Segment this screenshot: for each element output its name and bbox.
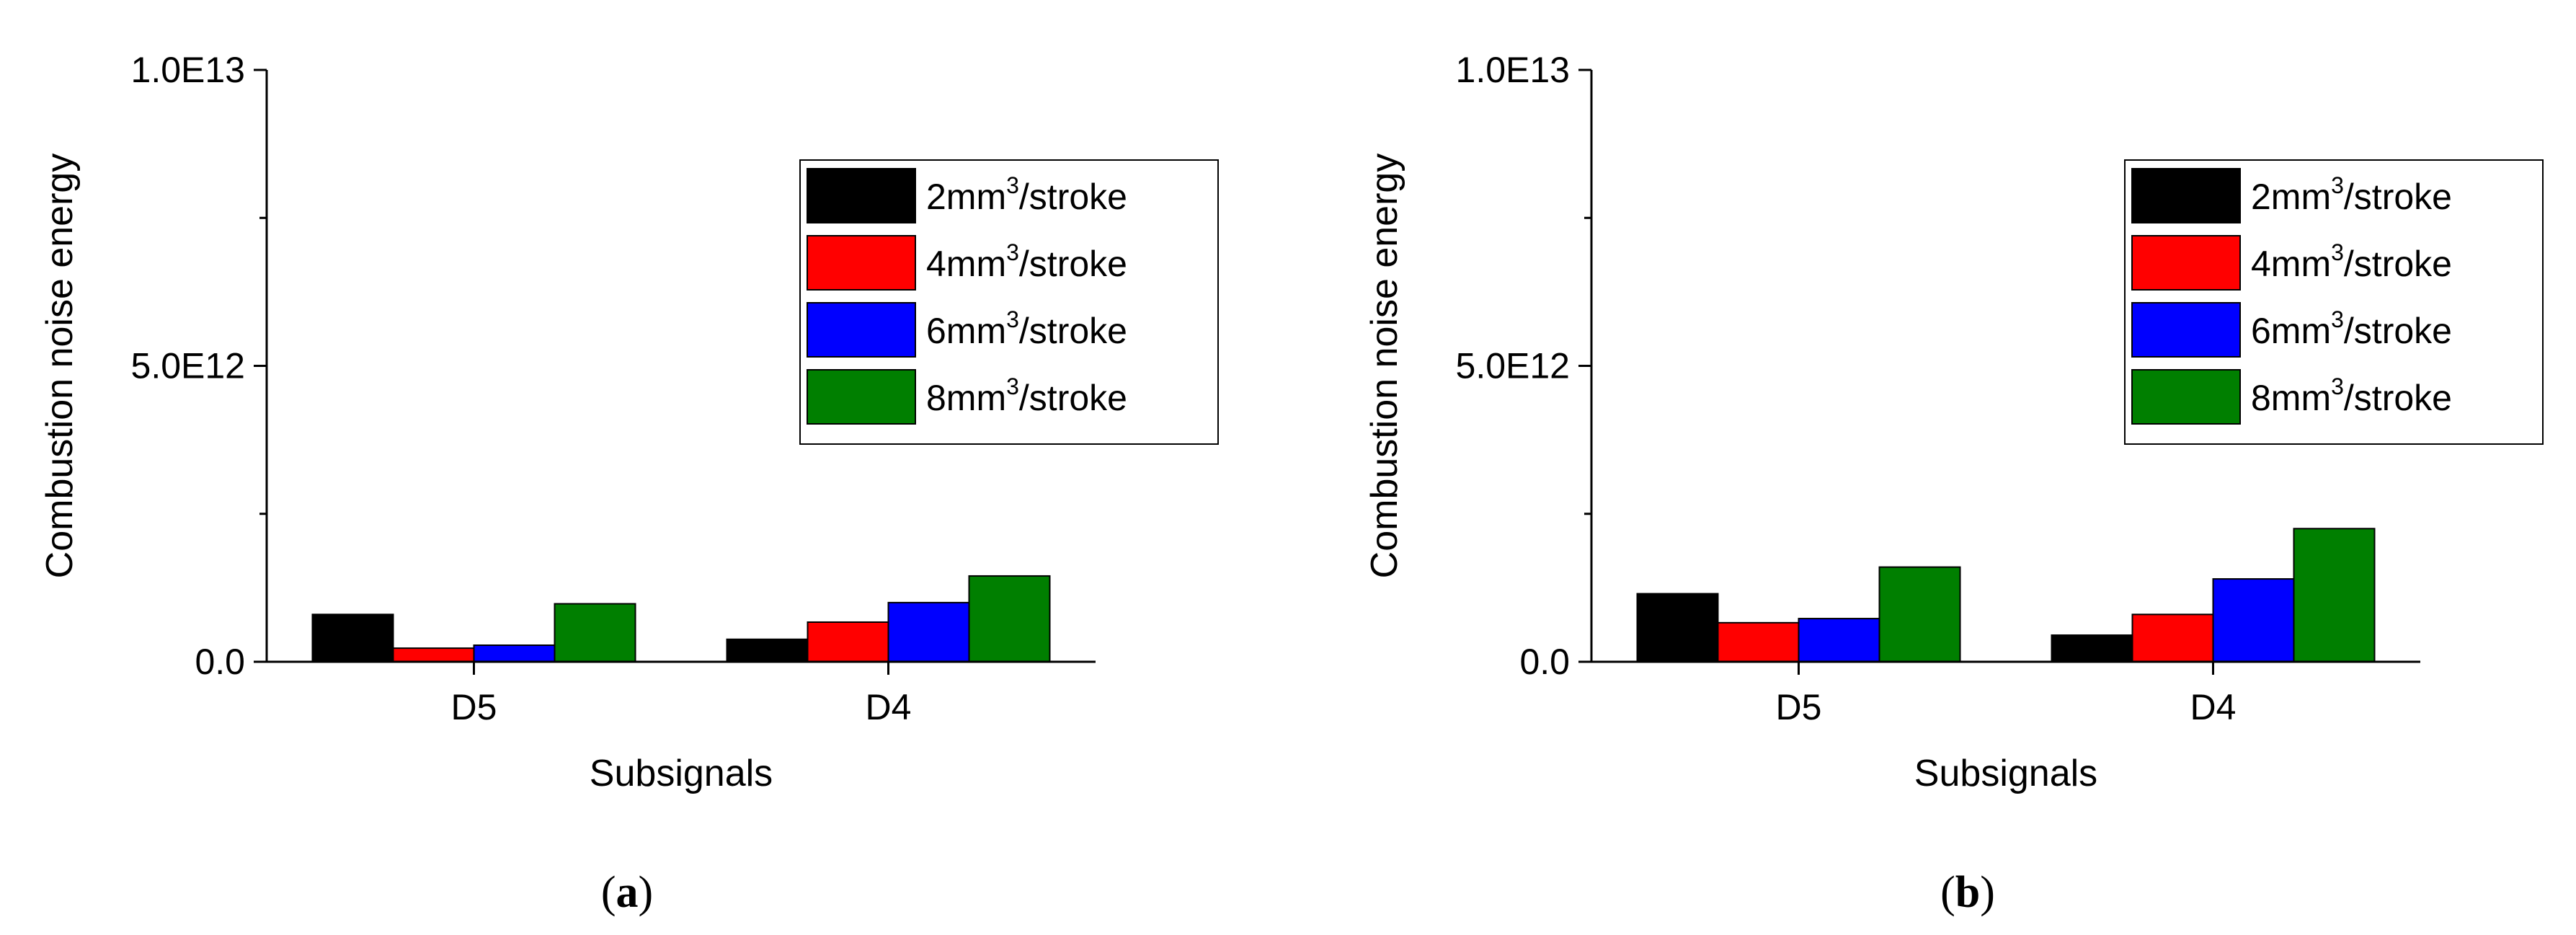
y-axis-title: Combustion noise energy bbox=[1364, 154, 1405, 579]
y-tick-label: 1.0E13 bbox=[131, 50, 245, 90]
bar-d4-series-4 bbox=[2293, 528, 2376, 663]
bar-d4-series-4 bbox=[968, 575, 1051, 663]
y-tick-label: 1.0E13 bbox=[1456, 50, 1570, 90]
x-axis-title: Subsignals bbox=[590, 753, 773, 794]
x-tick-label: D4 bbox=[866, 687, 912, 727]
legend: 2mm3/stroke 4mm3/stroke 6mm3/stroke 8mm3/st… bbox=[799, 159, 1219, 445]
x-tick-label: D5 bbox=[451, 687, 497, 727]
legend-label-4: 8mm3/stroke bbox=[2251, 373, 2452, 418]
x-tick-label: D5 bbox=[1776, 687, 1822, 727]
y-tick-label: 0.0 bbox=[1519, 642, 1570, 682]
legend-swatch-3 bbox=[807, 302, 916, 358]
legend-label-1: 2mm3/stroke bbox=[926, 172, 1127, 217]
legend-swatch-4 bbox=[2131, 369, 2241, 425]
bar-d5-series-1 bbox=[1636, 593, 1719, 663]
legend-label-3: 6mm3/stroke bbox=[2251, 306, 2452, 351]
bar-d5-series-3 bbox=[1798, 618, 1880, 663]
y-axis-title: Combustion noise energy bbox=[39, 154, 81, 579]
bar-d4-series-3 bbox=[2212, 578, 2295, 663]
legend-swatch-3 bbox=[2131, 302, 2241, 358]
bar-d5-series-2 bbox=[1717, 621, 1800, 663]
bar-d5-series-1 bbox=[311, 613, 394, 663]
y-tick-label: 5.0E12 bbox=[131, 346, 245, 386]
legend-label-2: 4mm3/stroke bbox=[2251, 239, 2452, 284]
x-tick-label: D4 bbox=[2190, 687, 2237, 727]
legend-swatch-1 bbox=[2131, 168, 2241, 223]
legend-swatch-4 bbox=[807, 369, 916, 425]
y-tick-label: 5.0E12 bbox=[1456, 346, 1570, 386]
bar-d5-series-3 bbox=[473, 644, 556, 663]
y-tick-label: 0.0 bbox=[195, 642, 245, 682]
bar-d5-series-2 bbox=[392, 647, 475, 663]
chart-panel-b: 0.0 5.0E12 1.0E13 D5 D4 Subsignals Combustion … bbox=[1364, 50, 2544, 917]
legend-swatch-2 bbox=[2131, 235, 2241, 291]
chart-panel-a: 0.0 5.0E12 1.0E13 D5 D4 Subsignals Combustion … bbox=[39, 50, 1219, 917]
legend: 2mm3/stroke 4mm3/stroke 6mm3/stroke 8mm3/st… bbox=[2124, 159, 2544, 445]
legend-swatch-2 bbox=[807, 235, 916, 291]
bar-d4-series-1 bbox=[2051, 634, 2133, 663]
bar-d4-series-2 bbox=[807, 621, 889, 663]
legend-label-3: 6mm3/stroke bbox=[926, 306, 1127, 351]
legend-label-4: 8mm3/stroke bbox=[926, 373, 1127, 418]
legend-label-2: 4mm3/stroke bbox=[926, 239, 1127, 284]
legend-label-1: 2mm3/stroke bbox=[2251, 172, 2452, 217]
legend-swatch-1 bbox=[807, 168, 916, 223]
bar-d5-series-4 bbox=[1878, 566, 1961, 663]
bar-d5-series-4 bbox=[554, 603, 636, 663]
x-axis-title: Subsignals bbox=[1914, 753, 2097, 794]
bar-d4-series-1 bbox=[726, 638, 809, 663]
bar-d4-series-3 bbox=[887, 601, 970, 663]
panel-label: (a) bbox=[601, 868, 653, 917]
panel-label: (b) bbox=[1940, 868, 1995, 917]
bar-d4-series-2 bbox=[2131, 613, 2214, 663]
